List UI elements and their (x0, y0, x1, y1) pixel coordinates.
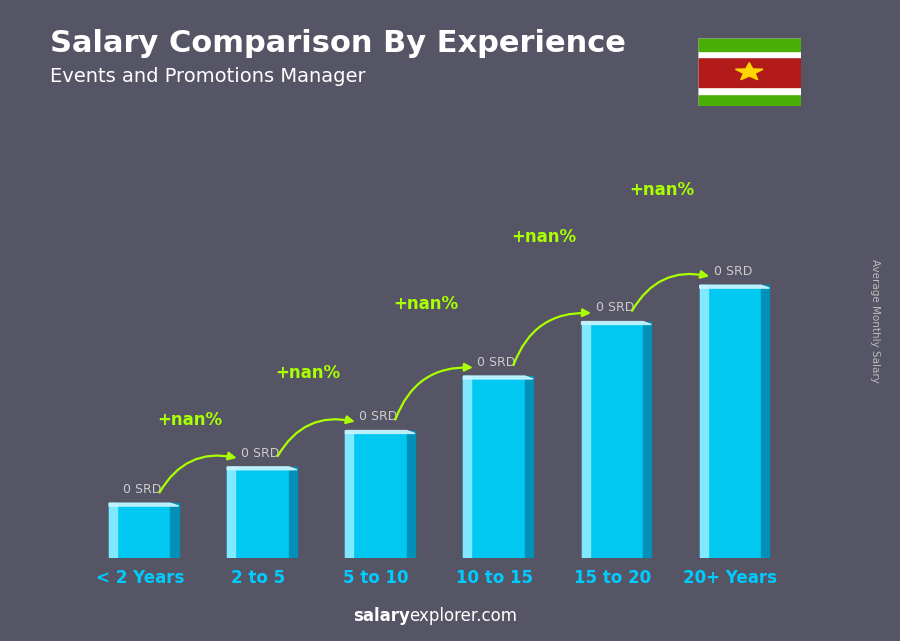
Bar (699, 285, 707, 558)
Polygon shape (346, 431, 415, 433)
Bar (699, 285, 761, 558)
Text: salary: salary (353, 607, 410, 625)
FancyBboxPatch shape (525, 376, 533, 558)
Bar (464, 376, 525, 558)
Text: 0 SRD: 0 SRD (714, 265, 752, 278)
Bar (698, 51, 801, 57)
Bar (581, 322, 590, 558)
Bar (698, 57, 801, 87)
FancyBboxPatch shape (289, 467, 297, 558)
Bar (581, 322, 643, 558)
Text: +nan%: +nan% (629, 181, 695, 199)
Bar (698, 94, 801, 106)
Text: 0 SRD: 0 SRD (477, 356, 516, 369)
FancyBboxPatch shape (170, 503, 179, 558)
Bar (346, 431, 407, 558)
Text: 0 SRD: 0 SRD (596, 301, 634, 314)
Polygon shape (581, 322, 652, 324)
Text: Events and Promotions Manager: Events and Promotions Manager (50, 67, 365, 87)
Polygon shape (699, 285, 770, 288)
Text: Salary Comparison By Experience: Salary Comparison By Experience (50, 29, 625, 58)
Text: +nan%: +nan% (511, 228, 576, 246)
Polygon shape (735, 63, 763, 79)
Text: 0 SRD: 0 SRD (123, 483, 161, 496)
Text: Average Monthly Salary: Average Monthly Salary (869, 258, 880, 383)
Bar (698, 87, 801, 94)
Bar (346, 431, 354, 558)
Bar (109, 503, 170, 558)
Text: +nan%: +nan% (157, 412, 222, 429)
Polygon shape (464, 376, 533, 379)
Text: 0 SRD: 0 SRD (359, 410, 398, 423)
Bar (227, 467, 289, 558)
Text: explorer.com: explorer.com (410, 607, 518, 625)
FancyBboxPatch shape (761, 285, 770, 558)
FancyBboxPatch shape (643, 322, 652, 558)
Polygon shape (227, 467, 297, 470)
Bar (227, 467, 235, 558)
Bar (464, 376, 472, 558)
Polygon shape (109, 503, 179, 506)
Bar (109, 503, 117, 558)
Text: +nan%: +nan% (275, 364, 340, 382)
Text: +nan%: +nan% (393, 296, 458, 313)
Text: 0 SRD: 0 SRD (241, 447, 280, 460)
FancyBboxPatch shape (407, 431, 415, 558)
Bar (698, 38, 801, 51)
